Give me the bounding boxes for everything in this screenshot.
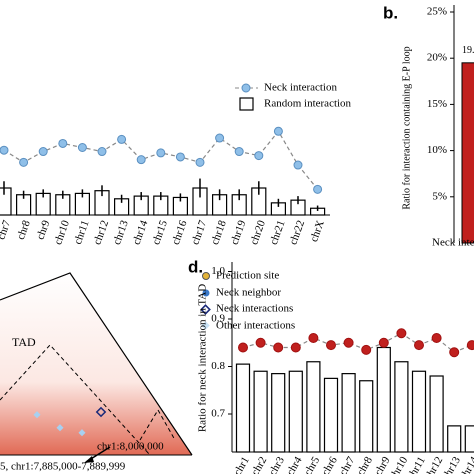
point [234, 147, 244, 157]
heatmap-legend [200, 272, 211, 330]
x-tick-label: chr7 [0, 218, 13, 241]
legend-label: Other interactions [216, 320, 295, 332]
point [449, 347, 460, 358]
heatmap [0, 272, 193, 463]
x-tick-label: chr12 [91, 219, 111, 247]
point [361, 344, 372, 355]
point [293, 160, 303, 170]
point [255, 337, 266, 348]
point [195, 157, 205, 167]
y-tick-label: 25% [427, 6, 447, 18]
bar [0, 187, 12, 216]
point [466, 340, 474, 351]
x-tick-label: chr10 [52, 218, 72, 246]
bar [461, 62, 474, 244]
x-tick-label: chrX [308, 219, 327, 244]
bar [306, 361, 321, 453]
point [175, 152, 185, 162]
point [117, 134, 127, 144]
x-tick-label: Neck interaction [432, 237, 474, 249]
x-tick-label: chr19 [229, 218, 249, 246]
y-tick-label: 0.8 [211, 360, 225, 372]
x-tick-label: chr9 [34, 218, 52, 241]
point [97, 147, 107, 157]
x-tick-label: chr20 [248, 218, 268, 246]
y-tick-label: 1.0 [211, 265, 225, 277]
bar [253, 370, 268, 453]
point [156, 148, 166, 158]
point [343, 337, 354, 348]
x-tick-label: chr17 [189, 218, 209, 246]
y-tick-label: 20% [427, 52, 447, 64]
bar [359, 380, 374, 453]
x-tick-label: chr22 [287, 219, 307, 247]
y-tick-label: 5% [432, 190, 447, 202]
range-label: 5, chr1:7,885,000-7,889,999 [0, 461, 126, 473]
bar [341, 373, 356, 453]
legend-label: Neck interaction [264, 82, 337, 94]
bar [271, 373, 286, 453]
x-tick-label: chr14 [131, 218, 151, 246]
point [273, 342, 284, 353]
point [0, 145, 9, 155]
point [290, 342, 301, 353]
x-tick-label: chr18 [209, 218, 229, 246]
bar [323, 377, 339, 453]
point [19, 157, 29, 167]
point [378, 337, 389, 348]
bar [464, 425, 474, 453]
x-tick-label: chr15 [150, 218, 170, 246]
bar [235, 363, 251, 453]
point [77, 143, 87, 152]
x-tick-label: chr11 [72, 219, 92, 246]
x-tick-label: chr16 [170, 218, 190, 246]
x-tick-label: chr13 [111, 218, 131, 246]
value-label: 19.5% [462, 45, 474, 56]
site-label: chr1:8,000,000 [97, 441, 164, 453]
tad-label: TAD [12, 335, 36, 349]
point [308, 333, 319, 343]
panel-label: b. [383, 3, 398, 22]
legend-marker [241, 83, 251, 93]
y-tick-label: 0.7 [211, 408, 225, 420]
legend-label: Prediction site [216, 270, 279, 282]
point [254, 151, 264, 161]
x-tick-label: chr11 [405, 455, 428, 474]
y-tick-label: 0.9 [211, 313, 225, 325]
point [273, 126, 283, 136]
point [396, 328, 407, 339]
legend-label: Neck interactions [216, 303, 293, 315]
bar [376, 346, 391, 453]
x-tick-label: chr21 [268, 219, 288, 247]
bar [447, 425, 462, 453]
point [238, 342, 248, 353]
bar [411, 370, 427, 453]
bar [288, 370, 303, 453]
legend-label: Random interaction [264, 98, 352, 110]
x-tick-label: chr12 [422, 455, 445, 474]
bar [429, 375, 444, 453]
panel-label: d. [188, 257, 203, 276]
y-label: Ratio for interaction containing E-P loo… [401, 46, 412, 209]
legend-label: Neck neighbor [216, 287, 281, 299]
y-tick-label: 15% [427, 98, 447, 110]
point [326, 340, 336, 351]
point [136, 155, 146, 165]
y-tick-label: 10% [427, 144, 447, 156]
y-label: Ratio for neck interaction in TAD [197, 284, 209, 432]
bar [394, 361, 409, 453]
x-tick-label: chr8 [15, 218, 33, 241]
point [431, 333, 442, 343]
point [215, 133, 225, 143]
legend-marker [239, 97, 254, 111]
point [414, 340, 424, 351]
point [313, 184, 323, 194]
point [38, 147, 48, 157]
point [58, 138, 68, 148]
line [3, 130, 319, 190]
